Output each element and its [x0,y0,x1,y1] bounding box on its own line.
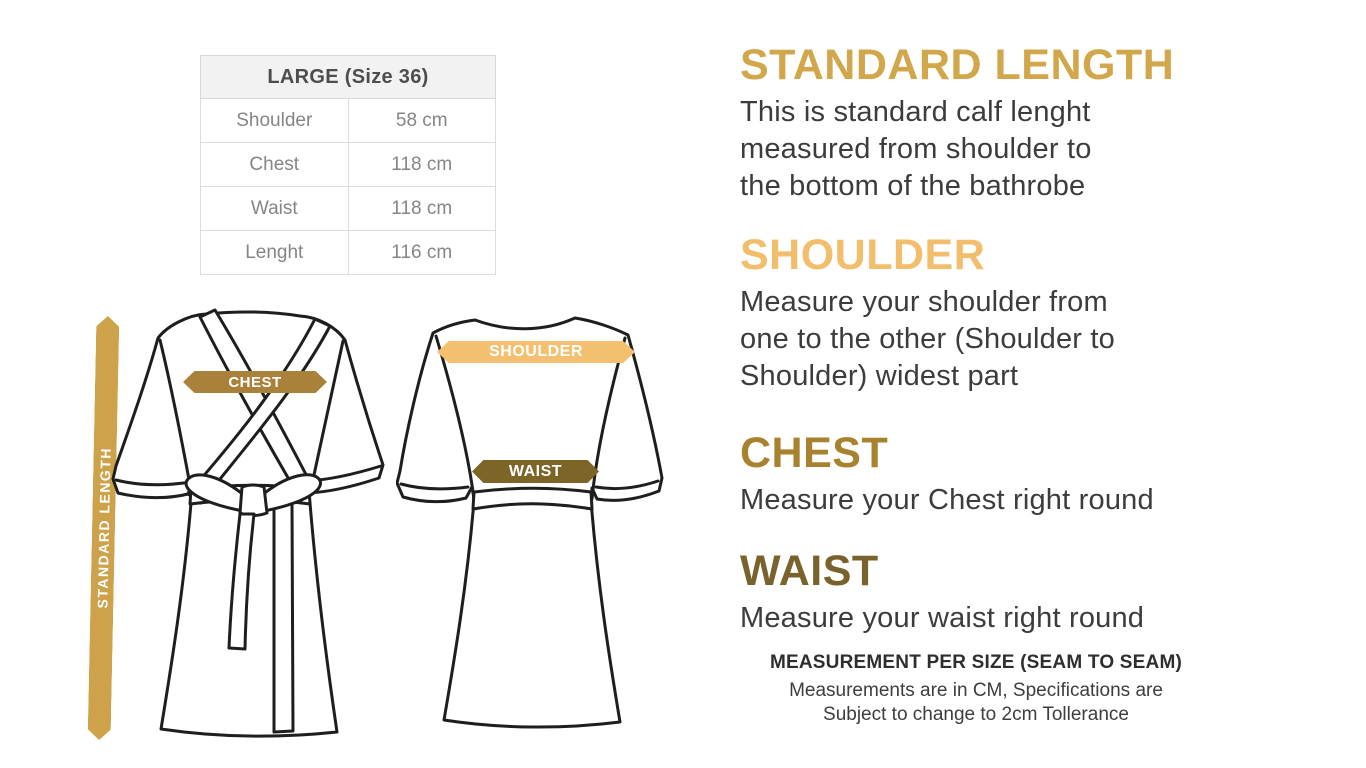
front-robe-illustration [111,308,385,738]
chest-arrow-label: CHEST [228,373,282,391]
table-row: Chest 118 cm [200,142,496,187]
footer-note: Measurements are in CM, Specifications a… [789,680,1163,725]
size-table-title: LARGE (Size 36) [200,55,496,99]
footer-title: MEASUREMENT PER SIZE (SEAM TO SEAM) [769,652,1182,673]
back-robe-body [396,316,664,729]
section-chest: CHEST Measure your Chest right round [740,432,1220,519]
table-row: Lenght 116 cm [200,230,496,275]
row-value: 116 cm [347,230,496,275]
section-heading-shoulder: SHOULDER [740,231,986,279]
section-body-chest: Measure your Chest right round [740,484,1154,516]
section-heading-waist: WAIST [740,547,879,595]
row-label: Waist [200,186,349,231]
section-body-waist: Measure your waist right round [740,602,1145,634]
section-standard-length: STANDARD LENGTH This is standard calf le… [740,44,1220,205]
waist-arrow: WAIST [472,460,599,483]
back-robe-illustration [396,316,664,729]
section-body-shoulder: Measure your shoulder from one to the ot… [740,286,1115,392]
section-heading-chest: CHEST [740,429,889,477]
section-heading-standard-length: STANDARD LENGTH [740,41,1175,89]
row-label: Shoulder [200,98,349,143]
footer: MEASUREMENT PER SIZE (SEAM TO SEAM) Meas… [735,652,1217,727]
shoulder-arrow: SHOULDER [437,341,635,363]
front-robe-wrap-edge [272,501,295,734]
row-value: 118 cm [347,186,496,231]
size-table: LARGE (Size 36) Shoulder 58 cm Chest 118… [200,55,496,275]
section-body-standard-length: This is standard calf lenght measured fr… [740,96,1092,202]
back-robe-waistband [471,486,594,511]
front-robe-belt-tail [227,512,256,651]
section-waist: WAIST Measure your waist right round [740,550,1220,637]
waist-arrow-label: WAIST [508,462,563,480]
row-value: 58 cm [347,98,496,143]
chest-arrow: CHEST [183,371,327,393]
shoulder-arrow-label: SHOULDER [489,343,583,360]
table-row: Waist 118 cm [200,186,496,231]
section-shoulder: SHOULDER Measure your shoulder from one … [740,234,1220,395]
row-value: 118 cm [347,142,496,187]
row-label: Chest [200,142,349,187]
table-row: Shoulder 58 cm [200,98,496,143]
front-robe-bow-knot [238,483,269,517]
row-label: Lenght [200,230,349,275]
